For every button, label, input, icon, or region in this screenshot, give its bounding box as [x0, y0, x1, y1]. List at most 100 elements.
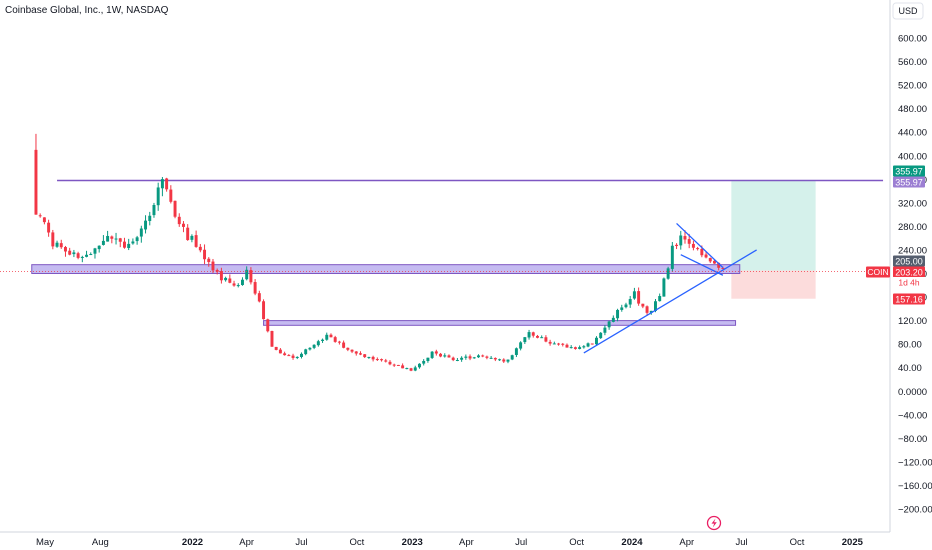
candle-body	[249, 270, 253, 283]
x-tick-label: Oct	[569, 537, 584, 548]
candle	[506, 359, 510, 364]
x-tick-label: 2022	[182, 537, 203, 548]
candle-body	[396, 364, 400, 366]
zones-layer[interactable]	[31, 179, 884, 326]
y-tick-label: 560.00	[898, 57, 927, 68]
y-tick-label: −120.00	[898, 457, 932, 468]
candle-body	[569, 347, 573, 349]
candle-body	[371, 356, 375, 360]
profit-zone[interactable]	[731, 180, 816, 271]
candle	[337, 340, 341, 345]
flag-lower-line[interactable]	[680, 254, 724, 276]
candle-body	[443, 355, 447, 357]
x-tick-label: Jul	[515, 537, 527, 548]
candle-body	[586, 343, 590, 347]
candle	[485, 355, 489, 360]
candle	[72, 249, 76, 258]
candle-body	[552, 343, 556, 345]
candle-body	[291, 355, 295, 358]
candle	[219, 267, 223, 284]
rising-trendline[interactable]	[583, 249, 757, 354]
candle-body	[47, 222, 51, 233]
candle	[683, 230, 687, 244]
candle	[662, 277, 666, 297]
candle-body	[101, 240, 105, 245]
svg-text:355.97: 355.97	[895, 167, 923, 177]
lightning-icon[interactable]	[706, 515, 722, 531]
candle	[101, 235, 105, 246]
currency-selector[interactable]: USD	[892, 2, 924, 20]
candle	[325, 332, 329, 341]
candle	[396, 364, 400, 366]
svg-text:COIN: COIN	[867, 267, 888, 277]
candle-body	[401, 365, 405, 369]
flag-upper-line[interactable]	[676, 222, 724, 269]
candle-body	[363, 354, 367, 358]
candle-body	[658, 296, 662, 302]
candle	[645, 305, 649, 316]
candle	[641, 303, 645, 309]
candle	[557, 342, 561, 346]
y-tick-label: 40.00	[898, 363, 922, 374]
svg-text:1d 4h: 1d 4h	[898, 278, 920, 288]
candle-body	[662, 278, 666, 297]
candle-body	[63, 247, 67, 252]
candle-body	[464, 356, 468, 358]
candle	[691, 240, 695, 251]
candle	[611, 315, 615, 323]
candle	[536, 334, 539, 339]
candle-body	[257, 293, 261, 302]
currency-label: USD	[898, 6, 918, 16]
x-tick-label: Apr	[679, 537, 694, 548]
candle	[203, 244, 207, 265]
loss-zone[interactable]	[731, 270, 816, 299]
candle	[51, 229, 55, 250]
candle	[569, 345, 573, 349]
candle	[127, 238, 131, 251]
candle	[603, 325, 607, 336]
y-tick-label: −40.00	[898, 410, 927, 421]
candle	[527, 329, 531, 340]
lower-support-zone[interactable]	[263, 320, 737, 326]
candle	[696, 246, 700, 251]
candle	[434, 349, 438, 356]
candle	[312, 344, 316, 350]
candle-body	[118, 238, 122, 242]
candle-body	[540, 337, 544, 339]
time-axis[interactable]: May Aug 2022 Apr Jul Oct 2023 Apr Jul Oct 2024 Apr J…	[0, 531, 932, 550]
candle-body	[616, 309, 620, 319]
candle-body	[451, 357, 455, 361]
candle-body	[198, 246, 202, 251]
candle	[590, 343, 594, 345]
candle-body	[333, 337, 337, 342]
candle-body	[582, 346, 586, 348]
candle	[80, 255, 84, 263]
candles-layer	[34, 133, 725, 372]
candle-body	[181, 223, 185, 227]
candle	[620, 304, 624, 312]
candle	[704, 252, 708, 259]
candle-body	[683, 236, 687, 240]
candle-body	[624, 304, 628, 308]
candle	[59, 239, 63, 249]
candle	[658, 293, 662, 302]
candle	[198, 243, 202, 253]
candle	[283, 351, 287, 356]
candle-body	[493, 357, 497, 360]
candle	[106, 230, 110, 242]
y-tick-label: −160.00	[898, 481, 932, 492]
candle	[455, 357, 459, 362]
svg-text:355.97: 355.97	[895, 178, 923, 188]
candle	[472, 356, 476, 359]
candle-body	[207, 258, 211, 263]
position-tool-layer[interactable]	[731, 180, 816, 299]
candle	[76, 251, 80, 260]
candle	[670, 241, 674, 272]
drawings-layer[interactable]	[583, 222, 757, 354]
candle-body	[329, 334, 333, 338]
candle	[342, 340, 346, 349]
candle-body	[34, 149, 38, 215]
candle-body	[375, 359, 379, 361]
upper-support-zone[interactable]	[31, 264, 741, 275]
